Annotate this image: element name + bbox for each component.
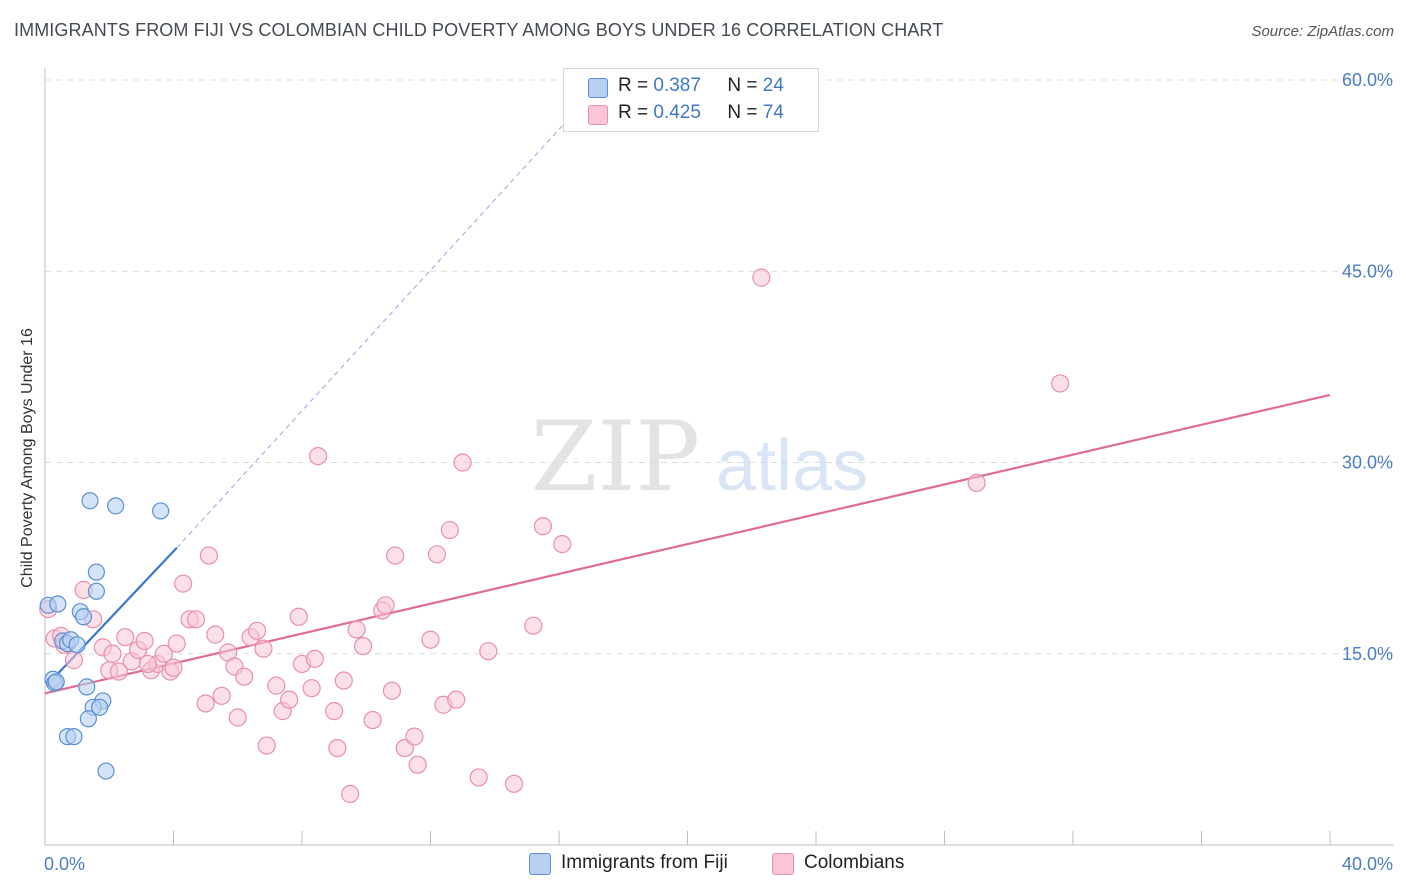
colombians-point [186, 610, 206, 629]
colombians-point [453, 453, 472, 472]
colombians-point [353, 636, 373, 656]
colombians-legend-swatch [772, 853, 794, 875]
colombians-point [405, 727, 424, 746]
colombians-point [347, 620, 366, 639]
colombians-point [257, 736, 276, 755]
y-tick-label: 15.0% [1342, 644, 1393, 664]
colombians-point [254, 639, 273, 658]
fiji-point [97, 762, 115, 780]
fiji-n-label: N = [727, 75, 758, 96]
colombians-point [289, 607, 308, 626]
colombians-point [235, 667, 254, 686]
x-tick-label: 40.0% [1342, 854, 1393, 874]
fiji-points [39, 492, 170, 780]
colombians-point [382, 681, 402, 700]
colombians-point [212, 686, 231, 705]
axes [44, 68, 1394, 846]
colombians-point [408, 755, 427, 774]
colombians-point [334, 671, 353, 690]
chart-title: IMMIGRANTS FROM FIJI VS COLOMBIAN CHILD … [14, 20, 944, 40]
fiji-n-value: 24 [762, 75, 784, 96]
colombians-point [64, 651, 84, 670]
colombians-legend-label: Colombians [804, 852, 905, 873]
grid-lines [45, 79, 1394, 655]
col-n-label: N = [727, 102, 758, 123]
colombians-point [305, 649, 324, 668]
tick-labels: 15.0% 30.0% 45.0% 60.0% 0.0% 40.0% [44, 70, 1393, 874]
colombians-point [174, 574, 193, 593]
col-r-label: R = [618, 102, 649, 123]
colombians-point [524, 616, 543, 635]
colombians-points [39, 268, 1070, 804]
colombians-point [267, 676, 286, 695]
colombians-point [752, 268, 771, 287]
colombians-point [328, 738, 347, 758]
fiji-point [87, 582, 106, 600]
watermark-atlas: atlas [716, 426, 868, 506]
colombians-point [138, 654, 157, 674]
col-r-value: 0.425 [653, 102, 701, 123]
y-tick-label: 45.0% [1342, 261, 1393, 281]
fiji-point [87, 563, 106, 581]
y-tick-label: 60.0% [1342, 70, 1393, 90]
colombians-point [154, 644, 173, 663]
colombians-point [421, 630, 440, 649]
colombians-point [363, 710, 382, 730]
colombians-point [196, 694, 215, 713]
colombians-point [533, 517, 553, 536]
colombians-point [228, 708, 247, 727]
colombians-point [206, 625, 225, 644]
colombians-point [427, 545, 447, 564]
colombians-point [164, 658, 183, 677]
fiji-point [47, 673, 65, 691]
colombians-point [479, 642, 498, 661]
fiji-point [74, 608, 93, 626]
colombians-point [469, 768, 488, 787]
colombians-point [302, 679, 321, 698]
fiji-swatch [588, 78, 608, 98]
colombians-point [103, 644, 122, 663]
colombians-point [376, 596, 395, 615]
fiji-point [78, 678, 96, 696]
fiji-point [91, 698, 109, 716]
fiji-point [49, 595, 67, 613]
colombians-point [553, 534, 572, 554]
colombians-point [135, 631, 154, 651]
colombians-point [199, 546, 218, 565]
source-label: Source: ZipAtlas.com [1251, 23, 1394, 40]
fiji-point [107, 497, 125, 515]
fiji-legend-label: Immigrants from Fiji [561, 852, 728, 873]
colombians-point [116, 628, 135, 647]
watermark-zip: ZIP [531, 401, 700, 513]
colombians-point [447, 690, 466, 709]
colombians-point [967, 473, 986, 492]
colombians-point [440, 520, 459, 540]
colombians-point [109, 662, 128, 681]
fiji-point [81, 492, 99, 510]
colombians-point [341, 784, 360, 804]
col-n-value: 74 [762, 102, 784, 123]
fiji-trend-extension [176, 111, 576, 549]
correlation-legend: R = 0.387 N = 24 R = 0.425 N = 74 [563, 68, 819, 132]
fiji-r-label: R = [618, 75, 649, 96]
colombians-point [325, 702, 344, 721]
fiji-point [68, 636, 86, 654]
colombians-point [167, 634, 186, 653]
fiji-point [65, 728, 83, 746]
colombians-point [1051, 374, 1070, 393]
fiji-point [79, 710, 97, 728]
colombians-point [386, 546, 405, 565]
colombians-point [504, 774, 524, 793]
fiji-point [152, 502, 170, 520]
colombians-point [280, 690, 299, 709]
fiji-legend-swatch [529, 853, 551, 875]
y-tick-label: 30.0% [1342, 453, 1393, 473]
colombians-point [247, 621, 267, 640]
colombians-swatch [588, 105, 608, 125]
colombians-point [308, 447, 328, 466]
fiji-r-value: 0.387 [653, 75, 701, 96]
x-tick-label: 0.0% [44, 854, 85, 874]
